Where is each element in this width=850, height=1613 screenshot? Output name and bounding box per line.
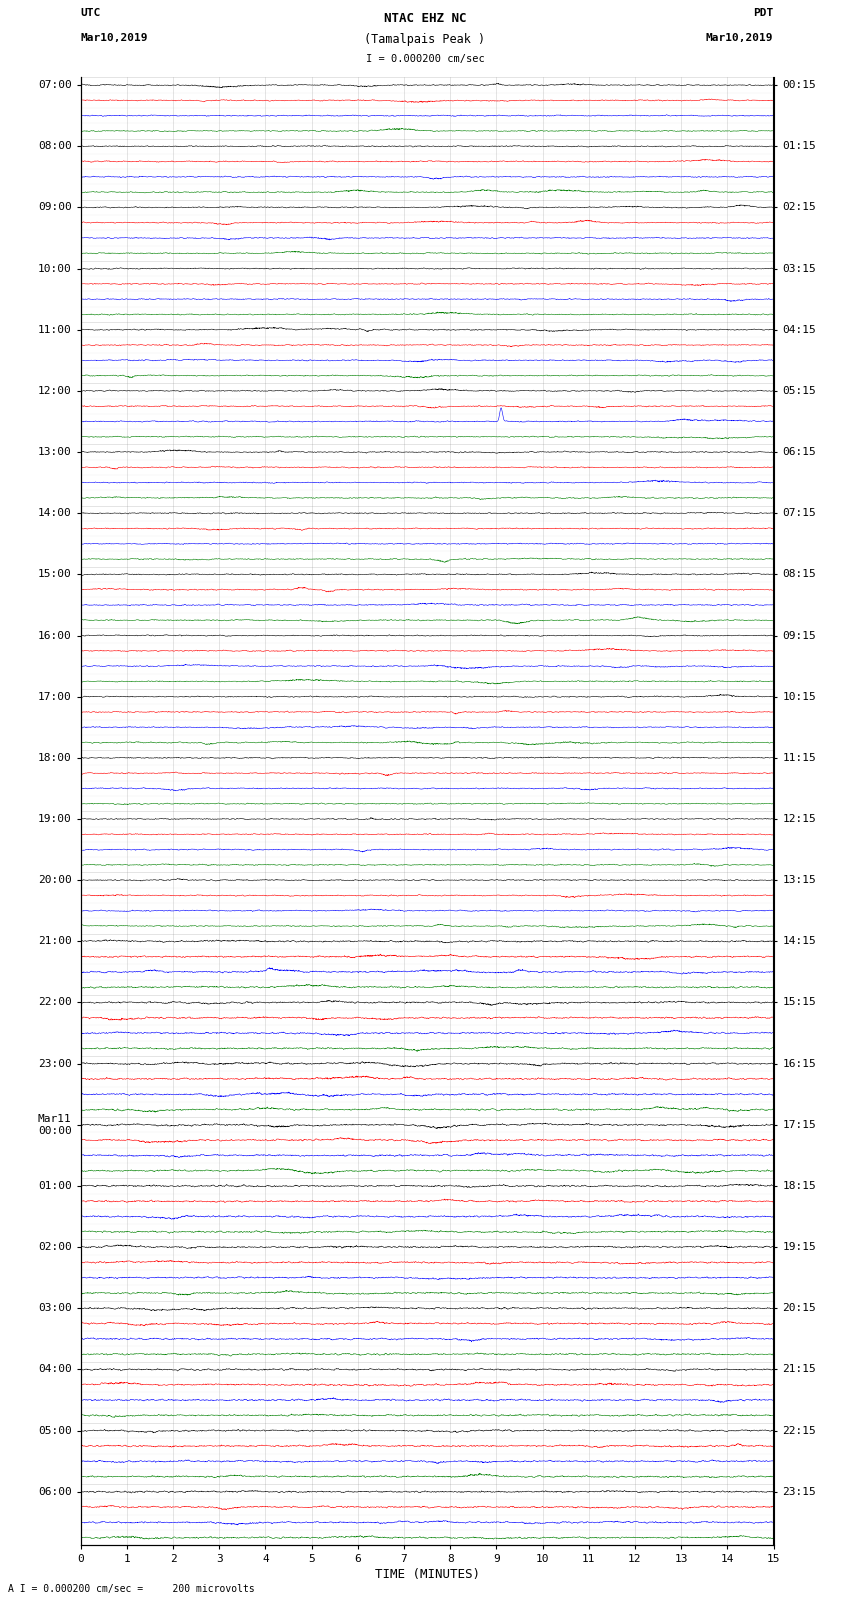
Text: NTAC EHZ NC: NTAC EHZ NC xyxy=(383,11,467,24)
Text: Mar10,2019: Mar10,2019 xyxy=(706,32,774,42)
Text: A I = 0.000200 cm/sec =     200 microvolts: A I = 0.000200 cm/sec = 200 microvolts xyxy=(8,1584,255,1594)
Text: PDT: PDT xyxy=(753,8,774,18)
Text: (Tamalpais Peak ): (Tamalpais Peak ) xyxy=(365,32,485,45)
Text: Mar10,2019: Mar10,2019 xyxy=(81,32,148,42)
X-axis label: TIME (MINUTES): TIME (MINUTES) xyxy=(375,1568,479,1581)
Text: I = 0.000200 cm/sec: I = 0.000200 cm/sec xyxy=(366,55,484,65)
Text: UTC: UTC xyxy=(81,8,101,18)
